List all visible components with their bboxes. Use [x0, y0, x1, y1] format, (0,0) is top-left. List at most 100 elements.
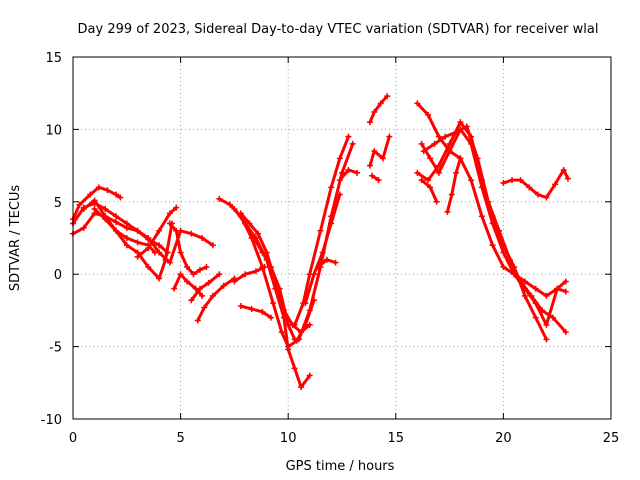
series-line [232, 265, 266, 283]
data-point-marker [319, 249, 326, 256]
data-point-marker [156, 227, 163, 234]
data-point-marker [306, 372, 313, 379]
series-track-19 [302, 191, 343, 307]
data-point-marker [209, 242, 216, 249]
data-point-marker [446, 140, 453, 147]
series-line [415, 120, 548, 341]
data-point-marker [496, 227, 503, 234]
data-point-marker [242, 271, 249, 278]
data-point-marker [453, 129, 460, 136]
data-point-marker [209, 292, 216, 299]
x-tick-label: 25 [603, 431, 620, 446]
data-point-marker [478, 213, 485, 220]
data-point-marker [418, 177, 425, 184]
data-point-marker [201, 304, 208, 311]
series-track-15 [237, 303, 274, 321]
data-point-marker [554, 285, 561, 292]
data-point-marker [267, 263, 274, 270]
series-track-30 [444, 155, 464, 215]
data-point-marker [500, 263, 507, 270]
x-tick-label: 15 [388, 431, 405, 446]
data-point-marker [311, 271, 318, 278]
data-point-marker [323, 256, 330, 263]
data-point-marker [145, 245, 152, 252]
data-point-marker [549, 314, 556, 321]
data-point-marker [506, 256, 513, 263]
series-track-22 [366, 93, 391, 126]
series-track-25 [414, 100, 569, 299]
data-point-marker [328, 184, 335, 191]
data-point-marker [123, 242, 130, 249]
data-point-marker [354, 169, 361, 176]
data-point-marker [162, 256, 169, 263]
data-point-marker [291, 321, 298, 328]
data-point-marker [336, 177, 343, 184]
data-point-marker [425, 111, 432, 118]
data-point-marker [285, 321, 292, 328]
series-track-6 [134, 204, 180, 260]
data-point-marker [317, 227, 324, 234]
data-point-marker [188, 297, 195, 304]
data-point-marker [485, 198, 492, 205]
y-axis-label: SDTVAR / TECUs [8, 185, 23, 292]
series-line [368, 94, 389, 124]
series-track-8 [171, 271, 206, 299]
x-axis-label: GPS time / hours [286, 459, 395, 474]
data-point-marker [369, 172, 376, 179]
data-point-marker [151, 249, 158, 256]
data-point-marker [306, 321, 313, 328]
plot-frame [72, 56, 612, 420]
data-point-marker [220, 282, 227, 289]
data-point-marker [500, 179, 507, 186]
data-point-marker [196, 266, 203, 273]
data-point-marker [242, 220, 249, 227]
data-point-marker [250, 235, 257, 241]
data-point-marker [543, 336, 550, 343]
data-point-marker [177, 271, 184, 278]
data-point-marker [418, 140, 425, 147]
data-point-marker [336, 191, 343, 198]
data-point-marker [377, 100, 384, 107]
data-point-marker [91, 197, 98, 204]
data-point-marker [517, 177, 524, 184]
data-point-marker [199, 235, 206, 241]
chart-title: Day 299 of 2023, Sidereal Day-to-day VTE… [78, 22, 599, 37]
series-track-24 [369, 172, 382, 184]
x-tick-label: 0 [69, 431, 77, 446]
data-point-marker [291, 365, 298, 372]
data-point-marker [259, 308, 266, 315]
series-track-29 [418, 177, 440, 205]
data-point-marker [95, 184, 102, 191]
data-point-marker [435, 169, 442, 176]
y-tick-label: 15 [45, 51, 62, 66]
data-point-marker [173, 204, 180, 211]
data-point-marker [349, 140, 356, 147]
data-point-marker [80, 224, 87, 231]
data-point-marker [457, 119, 464, 126]
series-line [420, 178, 439, 204]
data-point-marker [457, 155, 464, 162]
data-point-marker [91, 206, 98, 213]
data-point-marker [156, 275, 163, 282]
data-point-marker [248, 305, 255, 312]
data-point-marker [145, 236, 152, 243]
data-point-marker [474, 155, 481, 162]
series-line [445, 156, 462, 214]
data-point-marker [237, 303, 244, 310]
data-point-marker [171, 285, 178, 292]
axis-ticks [72, 56, 612, 420]
data-point-marker [134, 227, 141, 234]
data-point-marker [173, 227, 180, 234]
data-point-marker [145, 263, 152, 270]
data-point-marker [188, 230, 195, 237]
data-point-marker [166, 210, 173, 217]
data-point-marker [80, 206, 87, 213]
data-point-marker [298, 384, 305, 391]
series-track-10 [194, 275, 238, 324]
data-point-marker [216, 195, 223, 202]
data-point-marker [339, 169, 345, 176]
data-point-marker [315, 263, 322, 270]
data-point-marker [237, 210, 244, 217]
data-point-marker [302, 300, 309, 307]
series-track-7 [166, 220, 210, 278]
